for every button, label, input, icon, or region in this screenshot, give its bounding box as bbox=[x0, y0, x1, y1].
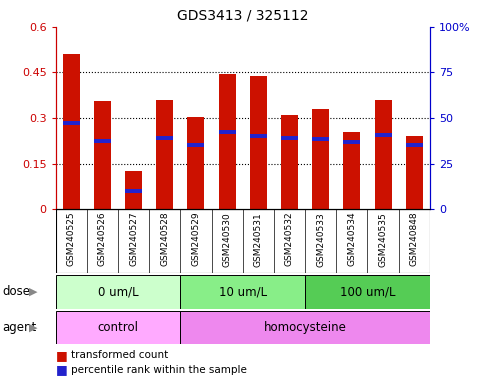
Text: GSM240848: GSM240848 bbox=[410, 212, 419, 266]
Bar bbox=[180, 311, 430, 344]
Text: GSM240528: GSM240528 bbox=[160, 212, 169, 266]
Bar bbox=[281, 115, 298, 209]
Bar bbox=[312, 137, 329, 141]
Text: GSM240532: GSM240532 bbox=[285, 212, 294, 266]
Bar bbox=[63, 54, 80, 209]
Bar bbox=[250, 76, 267, 209]
Text: dose: dose bbox=[2, 285, 30, 298]
Text: ■: ■ bbox=[56, 363, 67, 376]
Bar bbox=[250, 134, 267, 138]
Bar bbox=[343, 141, 360, 144]
Bar bbox=[406, 136, 423, 209]
Text: ▶: ▶ bbox=[29, 287, 38, 297]
Bar bbox=[218, 130, 236, 134]
Bar bbox=[156, 100, 173, 209]
Text: GSM240531: GSM240531 bbox=[254, 212, 263, 266]
Text: ▶: ▶ bbox=[29, 322, 38, 333]
Bar bbox=[180, 275, 305, 309]
Text: GSM240533: GSM240533 bbox=[316, 212, 325, 266]
Text: agent: agent bbox=[2, 321, 37, 334]
Text: GSM240530: GSM240530 bbox=[223, 212, 232, 266]
Bar bbox=[94, 139, 111, 143]
Bar bbox=[281, 136, 298, 140]
Bar bbox=[56, 275, 180, 309]
Bar bbox=[312, 109, 329, 209]
Text: GSM240527: GSM240527 bbox=[129, 212, 138, 266]
Bar bbox=[374, 100, 392, 209]
Text: 0 um/L: 0 um/L bbox=[98, 285, 138, 298]
Bar bbox=[187, 144, 204, 147]
Bar bbox=[305, 275, 430, 309]
Bar bbox=[343, 132, 360, 209]
Bar bbox=[56, 311, 180, 344]
Bar bbox=[218, 74, 236, 209]
Text: control: control bbox=[98, 321, 139, 334]
Bar bbox=[125, 189, 142, 193]
Bar bbox=[187, 117, 204, 209]
Text: transformed count: transformed count bbox=[71, 350, 169, 360]
Bar bbox=[156, 136, 173, 140]
Title: GDS3413 / 325112: GDS3413 / 325112 bbox=[177, 9, 309, 23]
Text: percentile rank within the sample: percentile rank within the sample bbox=[71, 365, 247, 375]
Text: GSM240534: GSM240534 bbox=[347, 212, 356, 266]
Text: 10 um/L: 10 um/L bbox=[219, 285, 267, 298]
Text: GSM240535: GSM240535 bbox=[379, 212, 387, 266]
Text: homocysteine: homocysteine bbox=[264, 321, 346, 334]
Bar bbox=[406, 144, 423, 147]
Bar bbox=[125, 171, 142, 209]
Text: GSM240525: GSM240525 bbox=[67, 212, 76, 266]
Text: GSM240529: GSM240529 bbox=[191, 212, 200, 266]
Bar bbox=[63, 121, 80, 125]
Bar bbox=[94, 101, 111, 209]
Bar bbox=[374, 133, 392, 137]
Text: 100 um/L: 100 um/L bbox=[340, 285, 395, 298]
Text: ■: ■ bbox=[56, 349, 67, 362]
Text: GSM240526: GSM240526 bbox=[98, 212, 107, 266]
